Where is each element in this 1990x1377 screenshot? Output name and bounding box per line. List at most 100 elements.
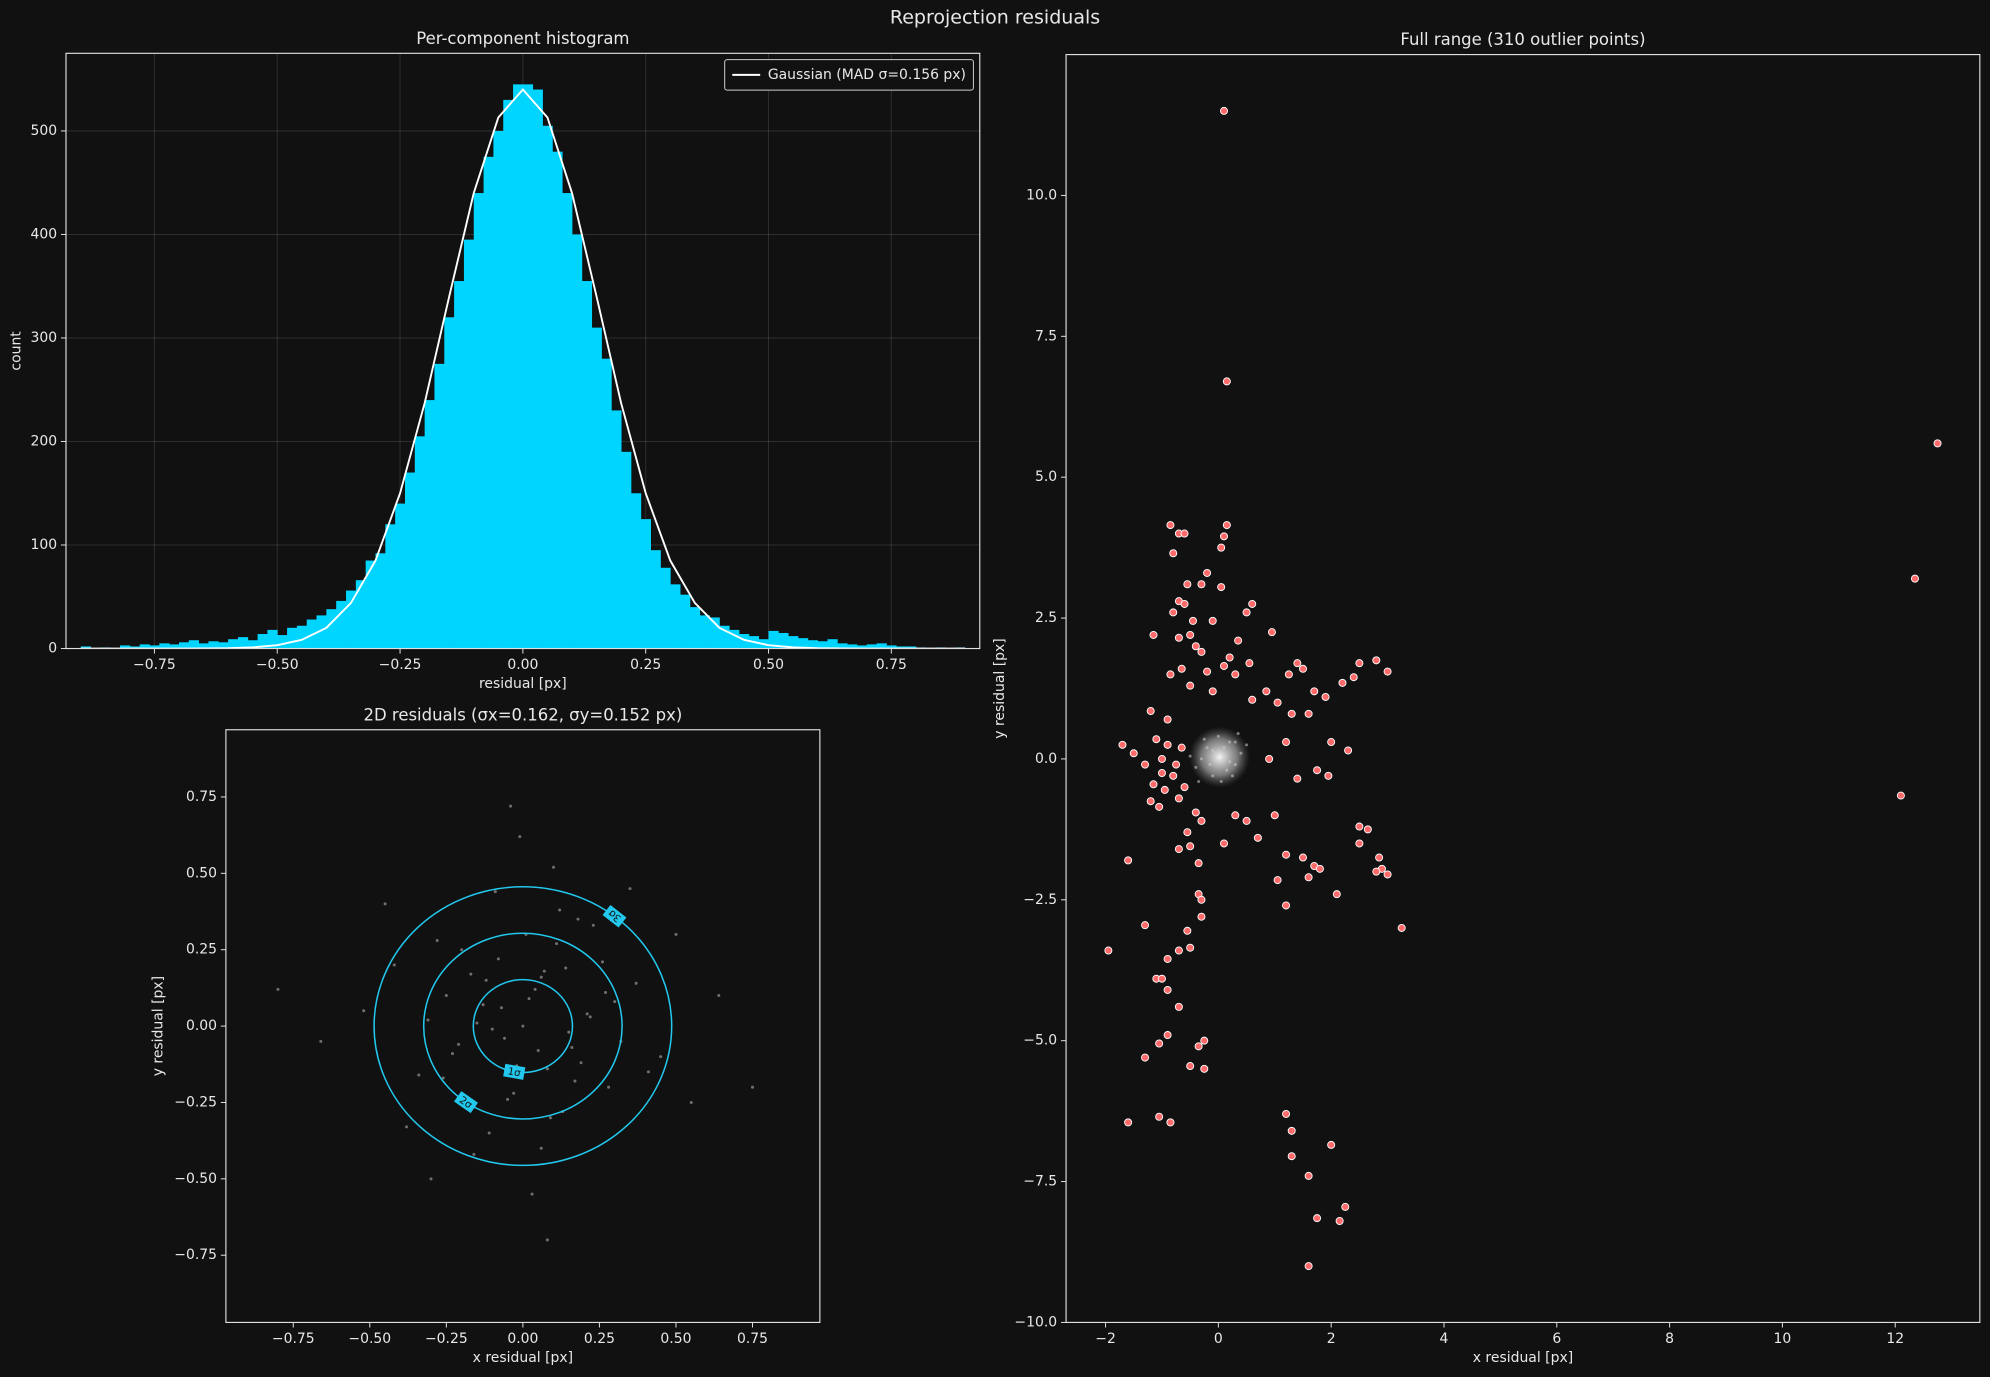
outlier-point bbox=[1293, 659, 1302, 668]
histogram-bar bbox=[876, 643, 887, 649]
histogram-bar bbox=[650, 550, 661, 649]
outlier-point bbox=[1160, 785, 1169, 794]
x-tick-label: 8 bbox=[1665, 1331, 1674, 1347]
histogram-bar bbox=[513, 84, 524, 649]
y-tick-label: 200 bbox=[30, 433, 57, 449]
residual-point bbox=[564, 966, 568, 970]
outlier-point bbox=[1166, 521, 1175, 530]
outlier-point bbox=[1383, 667, 1392, 676]
outlier-point bbox=[1163, 1031, 1172, 1040]
outlier-point bbox=[1324, 771, 1333, 780]
x-tick-label: −0.75 bbox=[133, 657, 176, 673]
outlier-point bbox=[1186, 630, 1195, 639]
outlier-point bbox=[1355, 839, 1364, 848]
outlier-point bbox=[1186, 842, 1195, 851]
plot-marks: Gaussian (MAD σ=0.156 px) bbox=[80, 59, 974, 649]
outlier-point bbox=[1225, 653, 1234, 662]
x-tick-label: 0.50 bbox=[660, 1331, 691, 1347]
histogram-bar bbox=[355, 580, 367, 649]
residual-point bbox=[1236, 732, 1240, 736]
outlier-point bbox=[1172, 760, 1181, 769]
outlier-point bbox=[1200, 1036, 1209, 1045]
outlier-point bbox=[1355, 822, 1364, 831]
outlier-point bbox=[1910, 574, 1919, 583]
residual-point bbox=[646, 1070, 650, 1074]
residual-point bbox=[545, 1067, 549, 1071]
figure-title: Reprojection residuals bbox=[890, 6, 1100, 28]
residual-point bbox=[634, 981, 638, 985]
outlier-point bbox=[1177, 743, 1186, 752]
histogram-bar bbox=[572, 234, 583, 649]
outlier-point bbox=[1200, 1064, 1209, 1073]
histogram-bar bbox=[454, 281, 465, 649]
outlier-point bbox=[1166, 670, 1175, 679]
histogram-bar bbox=[473, 193, 484, 649]
outlier-point bbox=[1327, 1140, 1336, 1149]
x-tick-label: −0.50 bbox=[256, 657, 299, 673]
outlier-point bbox=[1341, 1202, 1350, 1211]
residual-point bbox=[717, 994, 721, 998]
residual-point bbox=[319, 1039, 323, 1043]
y-tick-label: 0.0 bbox=[1035, 751, 1057, 767]
y-tick-label: 0.00 bbox=[186, 1018, 217, 1034]
outlier-point bbox=[1197, 647, 1206, 656]
histogram-bar bbox=[375, 553, 386, 649]
residual-point bbox=[457, 1042, 461, 1046]
histogram-bar bbox=[837, 643, 848, 649]
residual-point bbox=[429, 1177, 433, 1181]
residual-point bbox=[475, 1021, 479, 1025]
outlier-point bbox=[1327, 738, 1336, 747]
outlier-point bbox=[1124, 1118, 1133, 1127]
histogram-bar bbox=[198, 643, 209, 649]
y-tick-label: −5.0 bbox=[1023, 1033, 1057, 1049]
outlier-point bbox=[1397, 923, 1406, 932]
residual-point bbox=[1233, 763, 1237, 767]
outlier-point bbox=[1157, 769, 1166, 778]
outlier-point bbox=[1234, 636, 1243, 645]
residual-point bbox=[1239, 751, 1243, 755]
outlier-point bbox=[1180, 599, 1189, 608]
histogram-bar bbox=[542, 125, 553, 649]
histogram-bar bbox=[80, 646, 91, 649]
sigma-contour bbox=[373, 886, 673, 1167]
histogram-bar bbox=[228, 639, 239, 649]
outlier-point bbox=[1163, 740, 1172, 749]
x-tick-label: 0.25 bbox=[584, 1331, 615, 1347]
outlier-point bbox=[1338, 678, 1347, 687]
histogram-bar bbox=[120, 645, 131, 649]
x-tick-label: −2 bbox=[1095, 1331, 1116, 1347]
outlier-point bbox=[1152, 735, 1161, 744]
outlier-point bbox=[1363, 825, 1372, 834]
outlier-point bbox=[1197, 895, 1206, 904]
histogram-bar bbox=[395, 503, 406, 649]
outlier-point bbox=[1273, 876, 1282, 885]
residual-point bbox=[499, 1006, 503, 1010]
histogram-bar bbox=[316, 615, 327, 649]
histogram-bar bbox=[218, 642, 229, 649]
histogram-bar bbox=[424, 400, 435, 649]
x-axis-label: residual [px] bbox=[479, 676, 567, 692]
x-tick-label: 0.00 bbox=[507, 657, 538, 673]
outlier-point bbox=[1155, 802, 1164, 811]
outlier-point bbox=[1298, 853, 1307, 862]
y-tick-label: 0.25 bbox=[186, 942, 217, 958]
y-tick-label: −0.50 bbox=[174, 1171, 217, 1187]
histogram-bar bbox=[336, 600, 347, 649]
x-tick-label: 0.25 bbox=[630, 657, 661, 673]
outlier-point bbox=[1273, 698, 1282, 707]
residual-point bbox=[558, 908, 562, 912]
residual-point bbox=[460, 948, 464, 952]
residual-point bbox=[441, 1076, 445, 1080]
outlier-point bbox=[1186, 1062, 1195, 1071]
outlier-point bbox=[1174, 946, 1183, 955]
contour-label-bg bbox=[454, 1091, 478, 1114]
outlier-point bbox=[1197, 912, 1206, 921]
residual-point bbox=[506, 1097, 510, 1101]
outlier-point bbox=[1304, 873, 1313, 882]
histogram-bar bbox=[709, 617, 720, 649]
outlier-point bbox=[1141, 921, 1150, 930]
residual-point bbox=[1228, 740, 1232, 744]
outlier-point bbox=[1169, 608, 1178, 617]
